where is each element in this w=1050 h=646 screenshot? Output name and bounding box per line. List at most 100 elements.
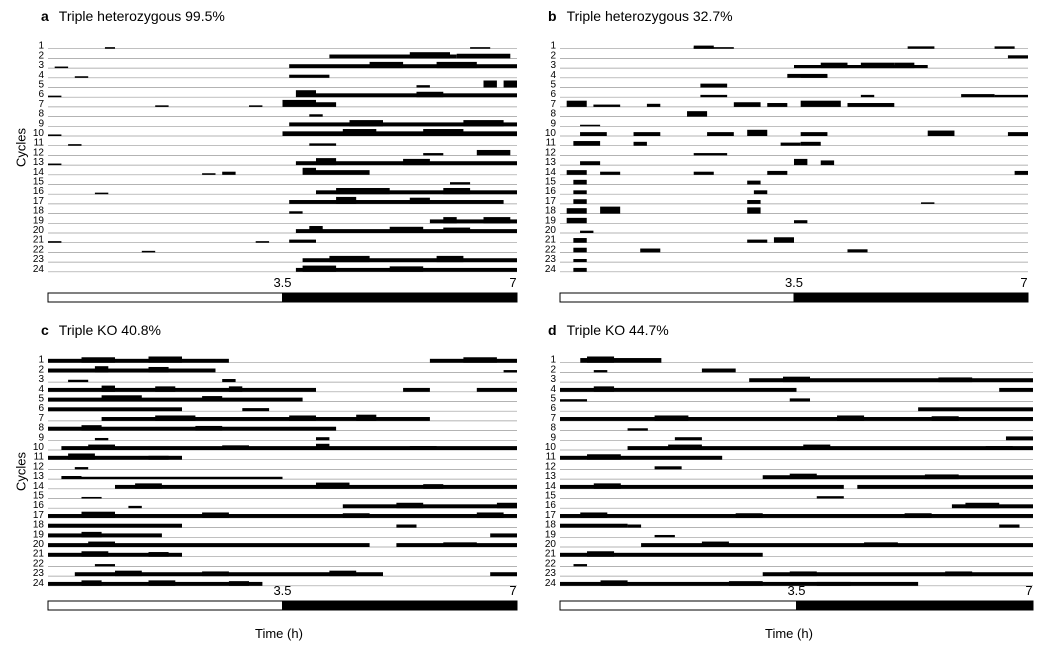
dark-phase-bar xyxy=(282,600,518,611)
activity-bout xyxy=(633,141,647,146)
activity-bout xyxy=(94,366,109,373)
panel-letter: d xyxy=(548,322,557,338)
activity-bout xyxy=(403,158,430,166)
activity-bout xyxy=(633,132,661,136)
row-label: 3 xyxy=(550,374,556,385)
activity-bout xyxy=(490,572,517,577)
activity-bout xyxy=(820,160,835,166)
activity-bout xyxy=(115,570,142,577)
activity-bout xyxy=(81,551,109,557)
activity-bout xyxy=(573,190,587,195)
row-label: 10 xyxy=(33,128,45,139)
row-label: 11 xyxy=(546,138,557,149)
activity-bout xyxy=(329,54,457,59)
row-label: 6 xyxy=(550,89,556,100)
activity-bout xyxy=(782,376,811,383)
row-label: 18 xyxy=(545,206,557,217)
activity-bout xyxy=(222,445,249,450)
activity-bout xyxy=(780,142,801,146)
activity-bout xyxy=(580,132,607,136)
activity-bout xyxy=(202,571,229,577)
row-label: 10 xyxy=(545,128,557,139)
activity-bout xyxy=(994,46,1015,49)
activity-bout xyxy=(342,513,370,518)
activity-bout xyxy=(789,571,817,577)
light-phase-bar xyxy=(47,600,283,611)
row-label: 11 xyxy=(34,452,45,463)
row-label: 22 xyxy=(545,558,557,569)
activity-bout xyxy=(289,239,316,243)
activity-bout xyxy=(1014,170,1028,175)
x-tick-label: 3.5 xyxy=(785,275,803,290)
activity-bout xyxy=(309,114,323,117)
activity-bout xyxy=(101,385,115,392)
activity-bout xyxy=(54,66,69,69)
activity-bout xyxy=(48,387,316,392)
activity-bout xyxy=(767,170,788,175)
row-label: 6 xyxy=(550,403,556,414)
x-tick-label: 7 xyxy=(509,275,516,290)
row-label: 7 xyxy=(550,413,556,424)
activity-bout xyxy=(707,132,734,136)
activity-bout xyxy=(701,368,736,373)
activity-bout xyxy=(938,377,973,383)
activity-bout xyxy=(68,144,82,146)
activity-bout xyxy=(389,266,424,272)
activity-bout xyxy=(945,571,973,577)
row-label: 15 xyxy=(33,491,45,502)
panel-letter: c xyxy=(41,322,49,338)
row-label: 12 xyxy=(545,461,557,472)
activity-bout xyxy=(476,387,517,392)
panel-title-text: Triple KO 44.7% xyxy=(566,322,669,338)
activity-bout xyxy=(429,219,517,224)
row-label: 9 xyxy=(38,118,44,129)
activity-bout xyxy=(573,238,587,243)
row-label: 13 xyxy=(33,157,45,168)
row-label: 9 xyxy=(550,118,556,129)
row-label: 4 xyxy=(550,384,556,395)
activity-bout xyxy=(289,211,303,214)
activity-bout xyxy=(580,358,662,363)
activity-bout xyxy=(48,552,182,557)
activity-bout xyxy=(753,190,768,195)
activity-bout xyxy=(560,484,844,489)
row-label: 9 xyxy=(550,432,556,443)
activity-bout xyxy=(316,190,517,195)
activity-bout xyxy=(329,570,357,577)
row-label: 21 xyxy=(545,549,557,560)
row-label: 23 xyxy=(545,254,557,265)
row-label: 7 xyxy=(550,99,556,110)
panel-title-text: Triple heterozygous 32.7% xyxy=(566,8,733,24)
activity-bout xyxy=(573,564,588,567)
activity-bout xyxy=(255,241,270,243)
actogram-a: 1234567891011121314151617181920212223243… xyxy=(33,41,518,303)
activity-bout xyxy=(794,220,808,224)
activity-bout xyxy=(443,227,471,233)
row-label: 11 xyxy=(34,138,45,149)
activity-bout xyxy=(640,248,661,253)
activity-bout xyxy=(600,171,621,175)
activity-bout xyxy=(733,102,761,107)
x-tick-label: 3.5 xyxy=(273,275,291,290)
activity-bout xyxy=(641,543,1033,547)
activity-bout xyxy=(155,415,196,421)
row-label: 20 xyxy=(33,539,45,550)
activity-bout xyxy=(573,258,587,263)
activity-bout xyxy=(101,417,430,421)
activity-bout xyxy=(289,415,316,421)
row-label: 10 xyxy=(545,442,557,453)
activity-bout xyxy=(68,453,95,460)
activity-bout xyxy=(762,475,1033,480)
activity-bout xyxy=(816,496,844,499)
activity-bout xyxy=(600,206,621,214)
row-label: 4 xyxy=(38,70,44,81)
activity-bout xyxy=(289,122,517,127)
activity-bout xyxy=(61,446,518,450)
activity-bout xyxy=(48,397,303,402)
activity-bout xyxy=(593,386,615,392)
row-label: 15 xyxy=(545,177,557,188)
activity-bout xyxy=(931,416,959,421)
row-label: 4 xyxy=(550,70,556,81)
x-axis-label: Time (h) xyxy=(255,626,303,641)
